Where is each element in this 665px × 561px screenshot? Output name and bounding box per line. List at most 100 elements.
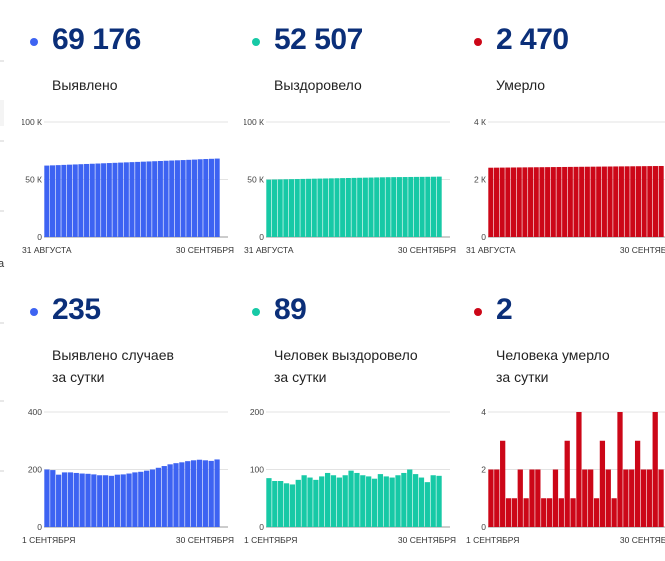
bar — [412, 474, 419, 527]
y-tick-label: 4 — [481, 407, 486, 417]
bar — [180, 160, 186, 237]
bar — [528, 167, 534, 237]
bar — [277, 179, 283, 237]
bar — [44, 469, 50, 527]
bar — [102, 475, 109, 527]
bar — [396, 177, 402, 237]
red-dot-icon — [474, 308, 482, 316]
bar — [49, 165, 56, 237]
y-tick-label: 100 К — [244, 117, 264, 127]
bar — [357, 177, 363, 237]
stat-label: Человека умерло за сутки — [496, 344, 610, 388]
stat-panel: 2 470 Умерло 0 2 К 4 К 31 АВГУСТА 30 СЕНТЯБРЯ — [466, 0, 665, 270]
bar — [430, 176, 437, 237]
bar — [522, 167, 528, 237]
bar — [208, 158, 215, 237]
bar — [607, 166, 613, 237]
bar — [72, 164, 78, 237]
stat-label-line: Умерло — [496, 77, 546, 93]
bar — [618, 166, 624, 237]
stat-label-line: Выздоровело — [274, 77, 362, 93]
stat-value: 235 — [52, 293, 101, 326]
bar — [203, 159, 209, 237]
bar — [658, 165, 664, 237]
bar — [601, 166, 607, 237]
stat-label-line: за сутки — [496, 369, 549, 385]
bar — [118, 162, 124, 237]
stat-label-line: за сутки — [274, 369, 327, 385]
bar — [319, 476, 325, 527]
bar — [552, 469, 559, 527]
bar — [354, 472, 360, 527]
bar — [50, 470, 56, 527]
bar-chart: 0 2 4 1 СЕНТЯБРЯ 30 СЕНТЯБРЯ — [466, 407, 665, 545]
bar — [191, 159, 197, 237]
bar — [197, 159, 203, 237]
bar — [570, 498, 576, 527]
bar — [383, 476, 389, 527]
bar-chart: 0 2 К 4 К 31 АВГУСТА 30 СЕНТЯБРЯ — [466, 117, 665, 255]
bar — [214, 158, 220, 237]
bar — [539, 167, 545, 237]
bar — [271, 179, 278, 237]
y-tick-label: 4 К — [474, 117, 486, 127]
bar — [395, 475, 401, 527]
bar — [190, 460, 197, 527]
bar — [430, 475, 436, 527]
x-start-label: 31 АВГУСТА — [466, 245, 516, 255]
bar — [647, 166, 653, 237]
bar — [289, 484, 296, 527]
bar — [368, 177, 374, 237]
bar — [546, 498, 553, 527]
edge-line — [0, 210, 4, 212]
stat-label-line: Выявлено случаев — [52, 347, 174, 363]
x-start-label: 1 СЕНТЯБРЯ — [244, 535, 297, 545]
bar — [138, 471, 144, 527]
x-end-label: 30 СЕНТЯБРЯ — [620, 245, 665, 255]
bar — [307, 477, 313, 527]
bar — [493, 167, 500, 237]
x-start-label: 31 АВГУСТА — [244, 245, 294, 255]
stat-label-line: за сутки — [52, 369, 105, 385]
bar — [371, 478, 378, 527]
bar — [186, 159, 192, 237]
bar — [174, 160, 180, 237]
stat-value: 52 507 — [274, 23, 363, 56]
stat-value: 2 470 — [496, 23, 569, 56]
bar — [389, 477, 395, 527]
bar — [289, 179, 295, 237]
stat-panel: 69 176 Выявлено 0 50 К 100 К 31 АВГУСТА 30 СЕН… — [22, 0, 237, 270]
bar — [611, 498, 617, 527]
y-tick-label: 50 К — [247, 175, 264, 185]
stat-label: Выздоровело — [274, 74, 362, 96]
bar — [167, 464, 173, 527]
stat-label: Выявлено случаев за сутки — [52, 344, 174, 388]
bar — [511, 498, 518, 527]
y-tick-label: 50 К — [25, 175, 42, 185]
stat-value: 69 176 — [52, 23, 141, 56]
bar — [516, 167, 522, 237]
bar — [208, 460, 214, 528]
y-tick-label: 200 — [250, 407, 264, 417]
bar — [214, 459, 220, 527]
x-start-label: 1 СЕНТЯБРЯ — [466, 535, 519, 545]
bar — [157, 160, 163, 237]
bar — [385, 177, 391, 237]
bar — [617, 412, 623, 527]
stat-label-line: Выявлено — [52, 77, 118, 93]
bar-chart: 0 200 400 1 СЕНТЯБРЯ 30 СЕНТЯБРЯ — [22, 407, 234, 545]
bar — [135, 161, 141, 237]
bar — [323, 178, 329, 237]
bar — [266, 179, 272, 237]
bar — [114, 474, 120, 527]
bar — [573, 166, 579, 237]
bar — [535, 469, 541, 527]
bar — [152, 161, 158, 237]
bar — [413, 176, 419, 237]
bar — [67, 472, 74, 528]
bar — [144, 470, 150, 527]
bar — [348, 470, 354, 527]
bar — [196, 459, 203, 527]
bar — [91, 474, 97, 527]
edge-line — [0, 400, 4, 402]
